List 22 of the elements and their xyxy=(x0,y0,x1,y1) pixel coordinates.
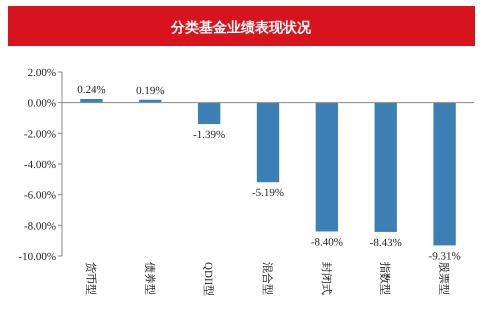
y-tick-label: -6.00% xyxy=(24,190,56,202)
y-tick-label: -10.00% xyxy=(18,251,56,263)
data-label: 0.19% xyxy=(136,84,164,97)
data-label: 0.24% xyxy=(77,84,106,96)
data-label: -9.31% xyxy=(428,250,461,262)
x-tick-label: 指数型 xyxy=(378,261,391,295)
x-tick-label: 债券型 xyxy=(143,262,156,295)
y-tick-label: -4.00% xyxy=(24,159,56,171)
x-tick-label: QDII型 xyxy=(202,262,214,296)
y-tick-label: 0.00% xyxy=(28,98,56,110)
y-tick-label: -2.00% xyxy=(24,128,56,140)
x-tick-label: 股票型 xyxy=(438,262,450,295)
y-tick-label: -8.00% xyxy=(24,220,56,232)
y-tick-label: 2.00% xyxy=(28,67,56,79)
x-tick-label: 货币型 xyxy=(84,262,98,295)
x-tick-label: 封闭式 xyxy=(320,262,333,295)
chart-title: 分类基金业绩表现状况 xyxy=(170,19,312,35)
data-label: -8.40% xyxy=(310,236,343,248)
data-label: -8.43% xyxy=(370,236,402,249)
data-label: -1.39% xyxy=(193,128,226,141)
x-tick-label: 混合型 xyxy=(261,262,274,295)
data-label: -5.19% xyxy=(252,187,284,200)
